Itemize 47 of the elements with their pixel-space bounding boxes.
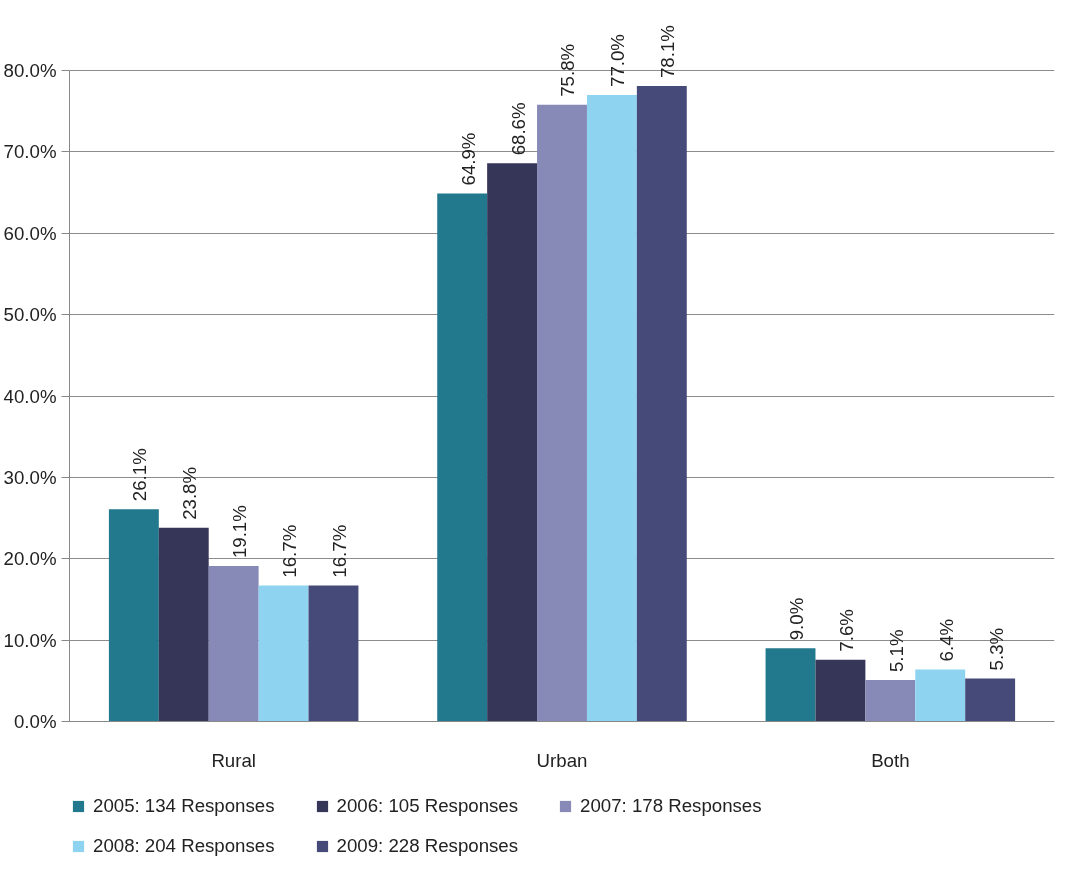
data-label: 75.8% (557, 43, 579, 97)
data-label: 77.0% (607, 34, 629, 87)
legend-label: 2006: 105 Responses (336, 795, 519, 817)
y-tick-label: 40.0% (3, 385, 57, 407)
bar (965, 678, 1016, 722)
bar (586, 95, 637, 722)
data-label: 16.7% (328, 524, 350, 578)
bar (815, 659, 866, 722)
bar (765, 648, 816, 722)
bar (208, 566, 259, 722)
bar (487, 163, 538, 722)
y-tick-label: 70.0% (3, 141, 57, 163)
bar (108, 509, 159, 722)
y-tick-label: 10.0% (3, 629, 57, 651)
y-tick-label: 80.0% (3, 60, 57, 82)
data-label: 9.0% (786, 597, 808, 641)
data-label: 26.1% (129, 448, 151, 502)
data-label: 6.4% (935, 618, 957, 662)
bar (308, 585, 359, 722)
y-tick-label: 30.0% (3, 466, 57, 488)
bar (158, 527, 209, 722)
legend-label: 2008: 204 Responses (93, 835, 275, 857)
data-label: 64.9% (457, 132, 479, 186)
data-label: 19.1% (229, 505, 251, 559)
bar (537, 104, 587, 722)
data-label: 68.6% (507, 102, 529, 156)
data-label: 23.8% (179, 466, 201, 520)
data-label: 16.7% (279, 524, 301, 578)
x-tick-label: Rural (211, 749, 256, 771)
bar (915, 669, 966, 722)
x-tick-label: Urban (536, 749, 588, 771)
bar (865, 680, 916, 722)
legend-label: 2005: 134 Responses (93, 795, 275, 817)
data-label: 78.1% (657, 25, 679, 79)
bar (636, 86, 687, 722)
x-tick-label: Both (871, 749, 910, 771)
bar (258, 585, 309, 722)
y-tick-label: 60.0% (3, 222, 57, 244)
y-tick-label: 20.0% (3, 548, 57, 570)
legend-label: 2009: 228 Responses (336, 835, 519, 857)
data-label: 5.1% (885, 629, 907, 672)
y-tick-label: 0.0% (13, 711, 57, 732)
data-label: 5.3% (985, 627, 1007, 671)
legend-label: 2007: 178 Responses (580, 795, 762, 817)
y-tick-label: 50.0% (3, 304, 57, 326)
bar (437, 193, 488, 722)
data-label: 7.6% (835, 609, 857, 652)
